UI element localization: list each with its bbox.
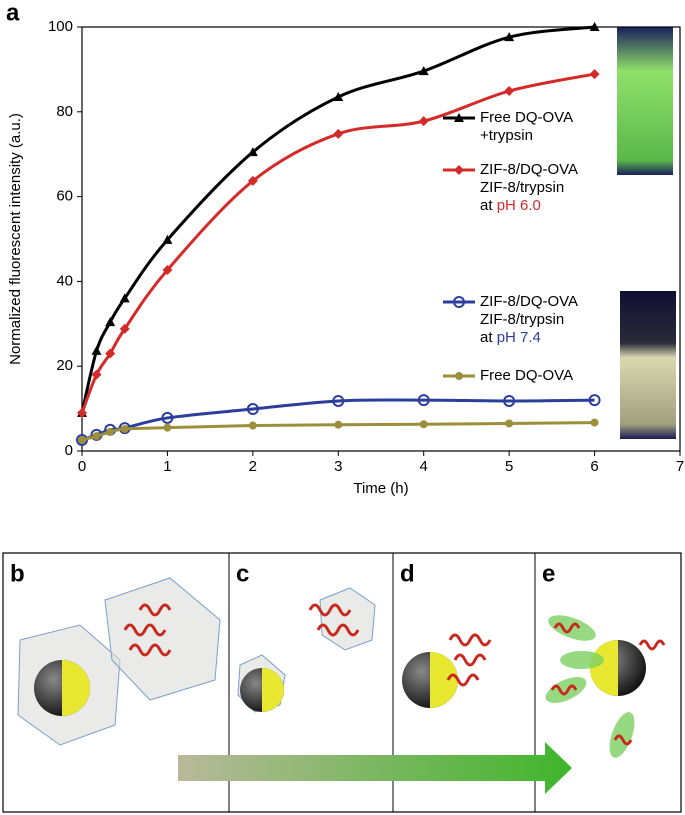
data-point — [504, 86, 515, 97]
legend-text: ZIF-8/DQ-OVA — [480, 293, 578, 310]
plot: 0 1 2 3 4 5 6 7 0 20 40 60 80 100 Time (h) Normalized f… — [7, 18, 684, 497]
data-point — [505, 419, 514, 428]
data-point — [105, 348, 116, 359]
data-point — [91, 369, 102, 380]
series-line — [80, 72, 595, 414]
plot-frame — [81, 26, 681, 452]
data-point — [418, 116, 429, 127]
legend-text: ZIF-8/trypsin — [480, 179, 564, 196]
series-line — [81, 421, 595, 442]
data-point — [247, 147, 258, 157]
y-tick-label: 40 — [56, 272, 73, 289]
x-tick-label: 7 — [676, 458, 684, 475]
illustration: b c d e — [2, 552, 682, 813]
data-point — [247, 175, 258, 186]
y-tick-label: 20 — [56, 357, 73, 374]
data-point — [333, 128, 344, 139]
legend-label: Free DQ-OVA — [480, 109, 573, 126]
data-point — [77, 407, 87, 418]
data-point — [119, 323, 130, 334]
data-point — [162, 234, 173, 244]
legend-label: ZIF-8/DQ-OVA — [480, 161, 578, 178]
data-point — [119, 293, 130, 303]
data-point — [334, 420, 343, 429]
data-point — [91, 345, 102, 355]
legend-marker — [453, 296, 465, 308]
y-tick-label: 60 — [56, 188, 73, 205]
legend-condition: pH 7.4 — [497, 329, 541, 346]
data-point — [418, 66, 429, 76]
y-tick-label: 80 — [56, 103, 73, 120]
y-tick-label: 100 — [48, 18, 73, 35]
data-point — [588, 394, 601, 407]
legend-marker — [454, 113, 464, 122]
cuvette-photo — [617, 27, 673, 175]
data-point — [417, 394, 430, 407]
data-point — [106, 427, 115, 436]
data-point — [246, 403, 259, 416]
data-point — [162, 264, 173, 275]
series-line — [80, 25, 595, 414]
legend-label: at pH 7.4 — [480, 329, 541, 346]
legend-text: Free DQ-OVA — [480, 367, 573, 384]
x-tick-label: 0 — [78, 458, 86, 475]
legend-marker — [455, 372, 463, 380]
legend-text: ZIF-8/trypsin — [480, 311, 564, 328]
legend-text: at — [480, 329, 493, 346]
x-tick-label: 3 — [334, 458, 342, 475]
data-point — [163, 423, 172, 432]
panel-label: a — [6, 0, 20, 26]
x-tick-label: 5 — [505, 458, 513, 475]
legend-label: ZIF-8/DQ-OVA — [480, 293, 578, 310]
panel-label: d — [400, 560, 415, 587]
legend-text: Free DQ-OVA — [480, 109, 573, 126]
data-point — [332, 394, 345, 407]
data-point — [78, 435, 86, 444]
x-tick-label: 1 — [163, 458, 171, 475]
panel-label: e — [542, 560, 555, 587]
legend-label: ZIF-8/trypsin — [480, 179, 564, 196]
data-point — [589, 69, 600, 80]
data-point — [92, 432, 101, 441]
legend-label: +trypsin — [480, 127, 533, 144]
data-point — [120, 424, 129, 433]
legend-marker — [454, 165, 464, 175]
data-point — [419, 420, 428, 429]
legend-label: Free DQ-OVA — [480, 367, 573, 384]
data-point — [248, 421, 257, 430]
data-point — [105, 317, 116, 327]
legend-label: at pH 6.0 — [480, 197, 541, 214]
data-point — [333, 91, 344, 101]
y-tick-label: 0 — [65, 442, 73, 459]
data-point — [504, 32, 515, 42]
data-point — [161, 411, 174, 424]
data-point — [590, 418, 599, 427]
legend-label: ZIF-8/trypsin — [480, 311, 564, 328]
panel-label: b — [10, 560, 25, 587]
legend-text: at — [480, 197, 493, 214]
legend-text: ZIF-8/DQ-OVA — [480, 161, 578, 178]
x-tick-label: 6 — [590, 458, 598, 475]
panel-label: c — [236, 560, 249, 587]
y-axis-label: Normalized fluorescent intensity (a.u.) — [7, 113, 24, 365]
x-axis-label: Time (h) — [353, 480, 408, 497]
x-tick-label: 2 — [249, 458, 257, 475]
data-point — [589, 22, 600, 31]
cuvette-photo — [620, 291, 676, 439]
legend-text: +trypsin — [480, 127, 533, 144]
x-tick-label: 4 — [420, 458, 428, 475]
data-point — [503, 394, 516, 407]
legend-condition: pH 6.0 — [497, 197, 541, 214]
